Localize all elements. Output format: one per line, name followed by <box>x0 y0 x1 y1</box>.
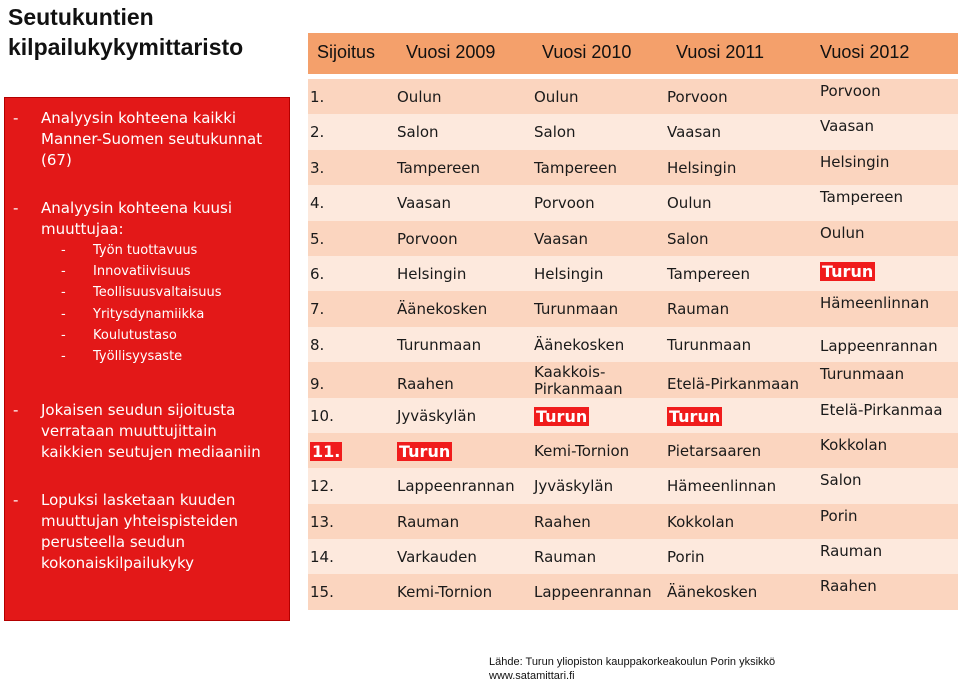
header-2010: Vuosi 2010 <box>542 42 632 62</box>
bullet-variables-text: Analyysin kohteena kuusi muuttujaa: <box>41 199 233 238</box>
ranking-table: 1. Oulun Oulun Porvoon 2. Salon Salon Vaasan 3… <box>308 79 813 610</box>
variable-item: - Yritysdynamiikka <box>61 306 205 322</box>
table-row: 8. Turunmaan Äänekosken Turunmaan <box>308 326 813 363</box>
variable-item: - Innovatiivisuus <box>61 264 191 280</box>
table-row: 11. Turun Kemi-Tornion Pietarsaaren <box>308 432 813 469</box>
cell-2012: Porin <box>813 503 958 540</box>
header-rank: Sijoitus <box>317 42 376 62</box>
cell-2012: Vaasan <box>813 114 958 150</box>
cell-2012: Kokkolan <box>813 432 958 469</box>
bullet-scope-text: Analyysin kohteena kaikki Manner-Suomen … <box>41 109 263 169</box>
table-row: 14. Varkauden Rauman Porin <box>308 539 813 575</box>
table-row: 3. Tampereen Tampereen Helsingin <box>308 149 813 186</box>
cell-2012: Rauman <box>813 539 958 575</box>
page-title: Seutukuntien kilpailukykymittaristo <box>8 2 293 62</box>
variable-item: - Teollisuusvaltaisuus <box>61 285 222 301</box>
table-row: 4. Vaasan Porvoon Oulun <box>308 185 813 221</box>
highlight-rank-11: 11. <box>310 441 343 461</box>
table-row: 12. Lappeenrannan Jyväskylän Hämeenlinnan <box>308 468 813 504</box>
cell-2012: Hämeenlinnan <box>813 291 958 327</box>
cell-2012: Lappeenrannan <box>813 326 958 363</box>
cell-2012: Tampereen <box>813 185 958 221</box>
header-2012: Vuosi 2012 <box>820 42 910 62</box>
cell-2012: Helsingin <box>813 149 958 186</box>
table-row: 7. Äänekosken Turunmaan Rauman <box>308 291 813 327</box>
bullet-comparison: - Jokaisen seudun sijoitusta verrataan mu… <box>5 400 289 463</box>
header-2009: Vuosi 2009 <box>406 42 496 62</box>
source-note: Lähde: Turun yliopiston kauppakorkeakoul… <box>489 655 775 682</box>
table-row: 15. Kemi-Tornion Lappeenrannan Äänekosken <box>308 574 813 610</box>
cell-2012: Etelä-Pirkanmaa <box>813 397 958 433</box>
cell-2012: Porvoon <box>813 79 958 115</box>
table-row: 10. Jyväskylän Turun Turun <box>308 397 813 433</box>
table-row: 13. Rauman Raahen Kokkolan <box>308 503 813 540</box>
table-row: 1. Oulun Oulun Porvoon <box>308 79 813 115</box>
cell-2012: Turunmaan <box>813 362 958 398</box>
table-row: 2. Salon Salon Vaasan <box>308 114 813 150</box>
bullet-variables: - Analyysin kohteena kuusi muuttujaa: - Ty… <box>5 198 289 367</box>
table-row: 5. Porvoon Vaasan Salon <box>308 220 813 256</box>
highlight-turun-2012: Turun <box>820 261 876 281</box>
header-2011: Vuosi 2011 <box>676 42 765 62</box>
cell-2012: Turun <box>813 255 958 292</box>
info-panel: - Analyysin kohteena kaikki Manner-Suomen… <box>4 97 290 621</box>
highlight-turun-2010: Turun <box>534 406 590 426</box>
title-line-1: Seutukuntien <box>8 4 154 30</box>
table-header: Sijoitus Vuosi 2009 Vuosi 2010 Vuosi 201… <box>308 33 958 74</box>
table-row: 9. Raahen Kaakkois- Pirkanmaan Etelä-Pirkanm… <box>308 362 813 398</box>
cell-2012: Salon <box>813 468 958 504</box>
title-line-2: kilpailukykymittaristo <box>8 34 244 60</box>
highlight-turun-2009: Turun <box>397 441 453 461</box>
column-2012: Porvoon Vaasan Helsingin Tampereen Oulun… <box>813 79 958 610</box>
variable-item: - Koulutustaso <box>61 327 177 343</box>
variable-item: - Työllisyysaste <box>61 349 183 365</box>
source-url[interactable]: www.satamittari.fi <box>489 670 575 682</box>
highlight-turun-2011: Turun <box>667 406 723 426</box>
bullet-comparison-text: Jokaisen seudun sijoitusta verrataan muu… <box>41 401 261 461</box>
cell-2012: Raahen <box>813 574 958 610</box>
source-text: Lähde: Turun yliopiston kauppakorkeakoul… <box>489 656 776 668</box>
bullet-scope: - Analyysin kohteena kaikki Manner-Suomen… <box>5 108 289 171</box>
cell-2012: Oulun <box>813 220 958 256</box>
bullet-total: - Lopuksi lasketaan kuuden muuttujan yhte… <box>5 490 289 574</box>
table-row: 6. Helsingin Helsingin Tampereen <box>308 255 813 292</box>
variable-item: - Työn tuottavuus <box>61 243 198 258</box>
bullet-total-text: Lopuksi lasketaan kuuden muuttujan yhtei… <box>41 491 239 572</box>
